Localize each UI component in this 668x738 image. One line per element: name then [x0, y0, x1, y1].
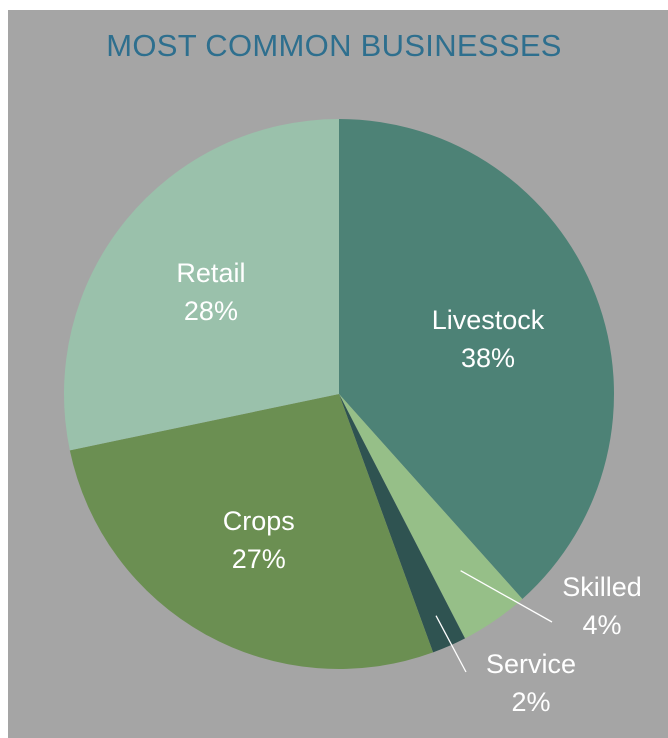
leader-line-service — [435, 615, 467, 673]
slice-name-crops: Crops — [223, 506, 295, 536]
slice-name-retail: Retail — [176, 258, 245, 288]
slice-name-service: Service — [486, 649, 576, 679]
slice-labels: Livestock 38% Skilled 4%Service 2% Crops 27% Re… — [176, 258, 641, 717]
pie-slice-service — [339, 394, 466, 653]
slice-name-livestock: Livestock — [432, 305, 545, 335]
pie-slices — [64, 119, 615, 670]
pie-slice-crops — [69, 394, 434, 670]
slice-value-service: 2% — [511, 687, 550, 717]
slice-value-skilled: 4% — [582, 610, 621, 640]
slice-name-skilled: Skilled — [562, 572, 642, 602]
pie-slice-skilled — [339, 394, 523, 639]
slice-value-livestock: 38% — [461, 343, 515, 373]
leader-line-skilled — [460, 570, 553, 623]
pie-slice-retail — [64, 119, 339, 451]
chart-title: MOST COMMON BUSINESSES — [106, 28, 562, 63]
slice-value-crops: 27% — [232, 544, 286, 574]
pie-slice-livestock — [339, 119, 615, 599]
slice-value-retail: 28% — [184, 296, 238, 326]
leader-lines — [435, 570, 553, 673]
